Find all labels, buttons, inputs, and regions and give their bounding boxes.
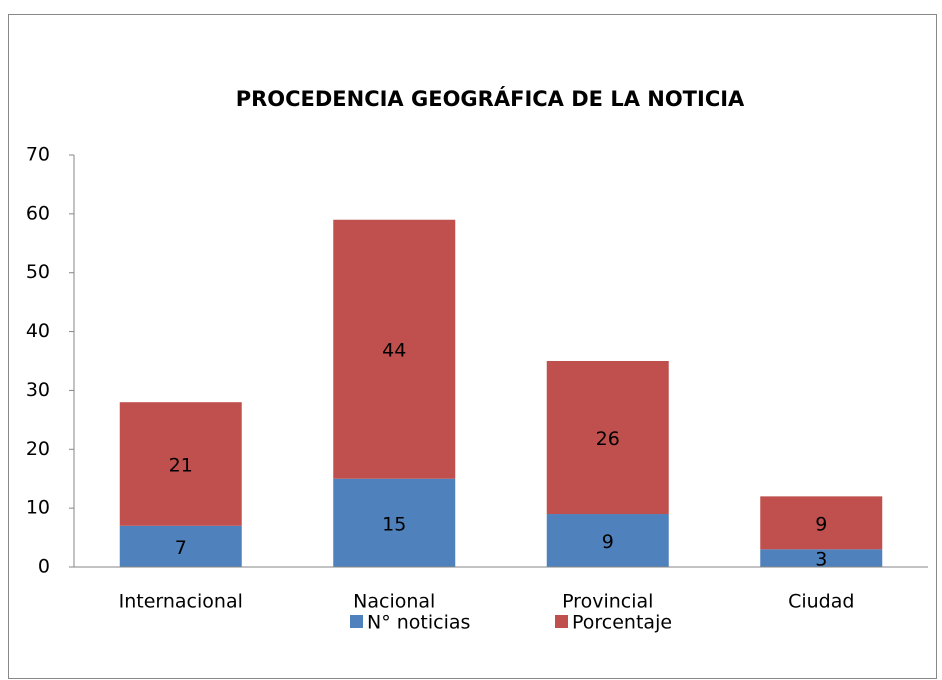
bar-segment bbox=[333, 478, 456, 567]
bar-segment bbox=[119, 525, 242, 567]
bar-segment bbox=[333, 219, 456, 479]
data-label: 3 bbox=[815, 549, 827, 571]
bar-segment bbox=[546, 361, 669, 515]
legend-label: N° noticias bbox=[367, 612, 470, 634]
y-tick-label: 60 bbox=[26, 202, 50, 224]
y-tick-label: 40 bbox=[26, 320, 50, 342]
data-label: 21 bbox=[169, 455, 193, 477]
data-label: 7 bbox=[175, 537, 187, 559]
y-tick-label: 20 bbox=[26, 438, 50, 460]
bar-segment bbox=[119, 402, 242, 526]
y-tick-label: 0 bbox=[38, 556, 50, 578]
legend-swatch bbox=[350, 615, 363, 628]
chart-title: PROCEDENCIA GEOGRÁFICA DE LA NOTICIA bbox=[236, 86, 745, 111]
data-label: 26 bbox=[596, 428, 620, 450]
bar-segment bbox=[546, 514, 669, 567]
x-tick-label: Internacional bbox=[119, 591, 243, 613]
bar-segment bbox=[760, 496, 883, 550]
data-label: 15 bbox=[382, 513, 406, 535]
x-tick-label: Provincial bbox=[562, 591, 653, 613]
data-label: 9 bbox=[602, 531, 614, 553]
y-tick-label: 70 bbox=[26, 144, 50, 166]
chart-frame bbox=[8, 14, 937, 679]
x-tick-label: Nacional bbox=[353, 591, 435, 613]
legend-label: Porcentaje bbox=[572, 612, 672, 634]
data-label: 9 bbox=[815, 513, 827, 535]
y-tick-label: 50 bbox=[26, 261, 50, 283]
legend-swatch bbox=[555, 615, 568, 628]
y-tick-label: 30 bbox=[26, 379, 50, 401]
y-tick-label: 10 bbox=[26, 497, 50, 519]
x-tick-label: Ciudad bbox=[788, 591, 854, 613]
bar-segment bbox=[760, 549, 883, 567]
data-label: 44 bbox=[382, 340, 406, 362]
